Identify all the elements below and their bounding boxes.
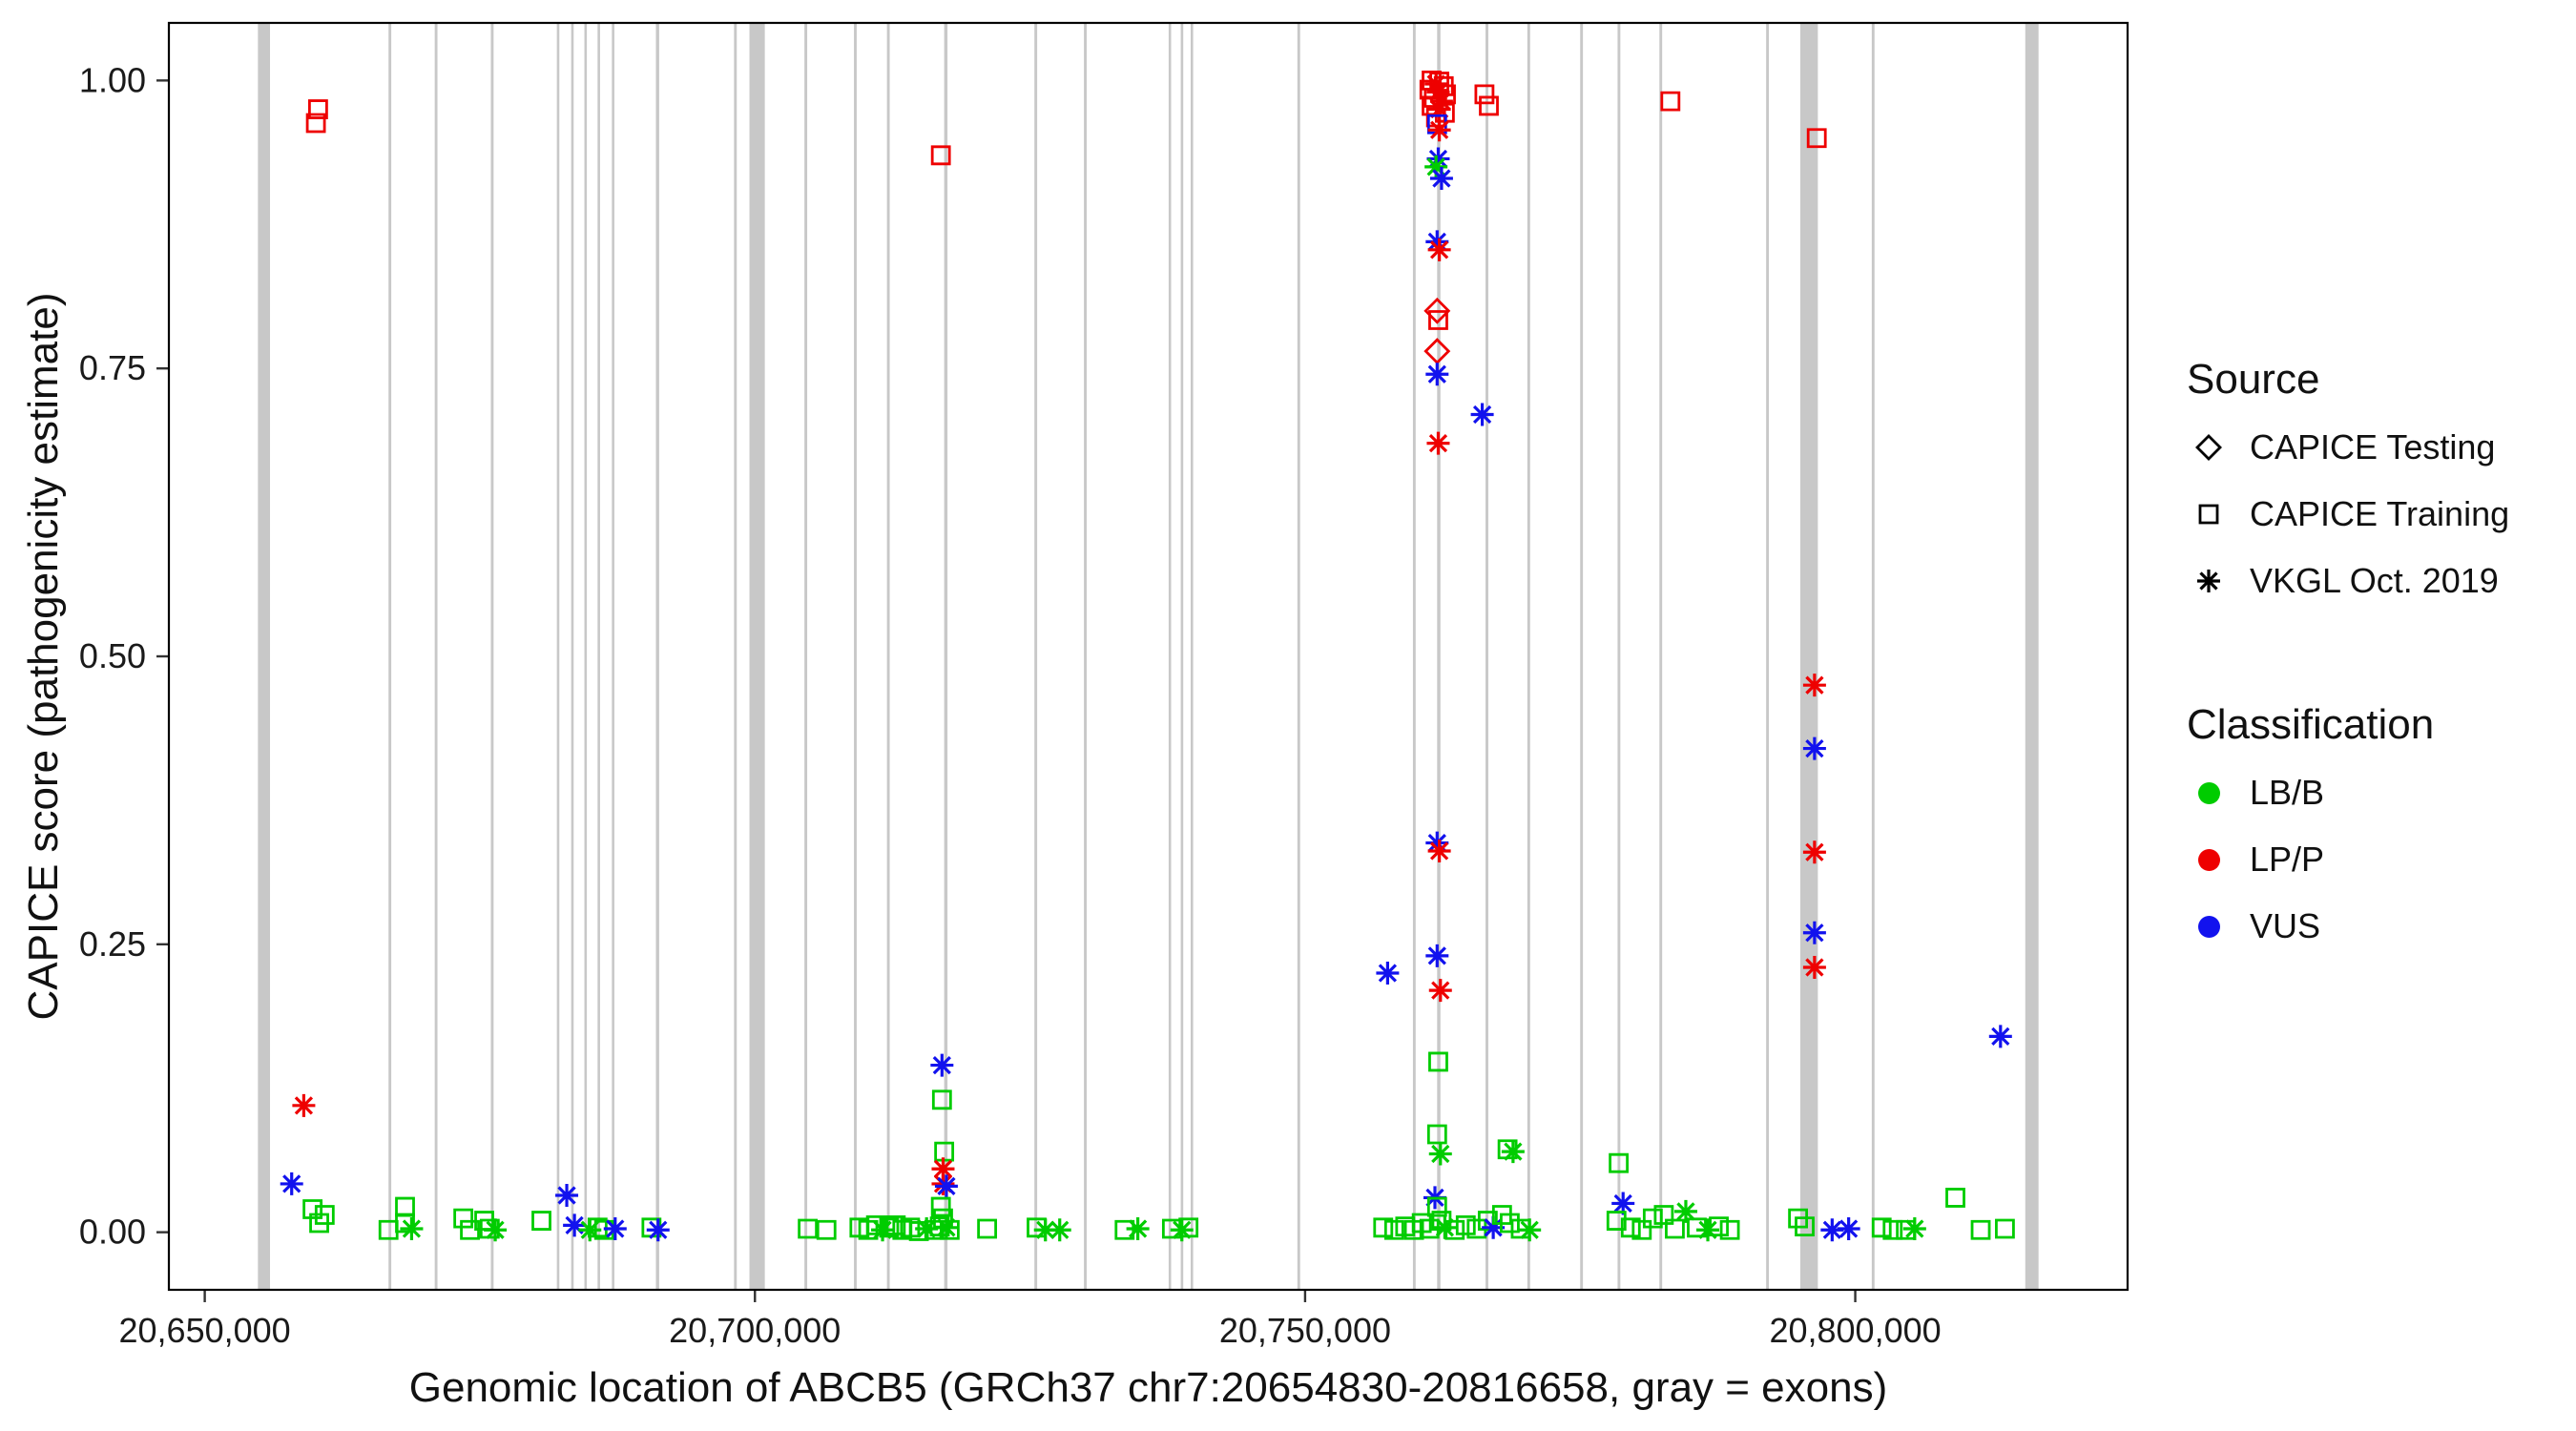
legend: Source CAPICE Testing CAPICE Training VK… bbox=[2187, 355, 2568, 960]
legend-item-capice-training: CAPICE Training bbox=[2187, 481, 2568, 548]
legend-item-lpp: LP/P bbox=[2187, 826, 2568, 893]
legend-item-label: LB/B bbox=[2250, 773, 2325, 812]
legend-item-vus: VUS bbox=[2187, 893, 2568, 960]
legend-classification-title: Classification bbox=[2187, 701, 2435, 748]
legend-item-capice-testing: CAPICE Testing bbox=[2187, 414, 2568, 481]
y-tick-label: 1.00 bbox=[79, 60, 146, 99]
x-tick-label: 20,700,000 bbox=[669, 1311, 841, 1350]
y-tick-label: 0.00 bbox=[79, 1213, 146, 1252]
panel-border bbox=[167, 21, 2129, 1292]
square-shape-icon bbox=[2198, 504, 2219, 525]
data-points bbox=[280, 70, 2015, 1242]
y-tick-label: 0.25 bbox=[79, 924, 146, 964]
legend-classification-group: Classification LB/B LP/P VUS bbox=[2187, 700, 2568, 960]
legend-item-label: LP/P bbox=[2250, 840, 2325, 879]
red-dot-icon bbox=[2197, 848, 2220, 871]
legend-item-label: VUS bbox=[2250, 906, 2321, 945]
x-tick-label: 20,800,000 bbox=[1769, 1311, 1941, 1350]
legend-item-vkgl: VKGL Oct. 2019 bbox=[2187, 548, 2568, 614]
legend-item-lbb: LB/B bbox=[2187, 759, 2568, 826]
y-tick-label: 0.75 bbox=[79, 348, 146, 387]
legend-source-group: Source CAPICE Testing CAPICE Training VK… bbox=[2187, 355, 2568, 614]
x-tick-label: 20,650,000 bbox=[119, 1311, 291, 1350]
asterisk-shape-icon bbox=[2197, 570, 2220, 592]
axis-ticks-and-labels: 20,650,000 20,700,000 20,750,000 20,800,000… bbox=[79, 60, 1942, 1350]
y-tick-label: 0.50 bbox=[79, 636, 146, 675]
x-axis-title: Genomic location of ABCB5 (GRCh37 chr7:2… bbox=[408, 1364, 1888, 1411]
legend-source-title: Source bbox=[2187, 356, 2320, 403]
y-axis-title: CAPICE score (pathogenicity estimate) bbox=[20, 292, 67, 1021]
exon-bars bbox=[258, 23, 2039, 1290]
x-tick-label: 20,750,000 bbox=[1219, 1311, 1391, 1350]
diamond-shape-icon bbox=[2195, 434, 2222, 461]
legend-item-label: CAPICE Testing bbox=[2250, 427, 2496, 467]
blue-dot-icon bbox=[2197, 915, 2220, 938]
legend-item-label: VKGL Oct. 2019 bbox=[2250, 561, 2499, 600]
legend-item-label: CAPICE Training bbox=[2250, 494, 2510, 533]
green-dot-icon bbox=[2197, 781, 2220, 804]
